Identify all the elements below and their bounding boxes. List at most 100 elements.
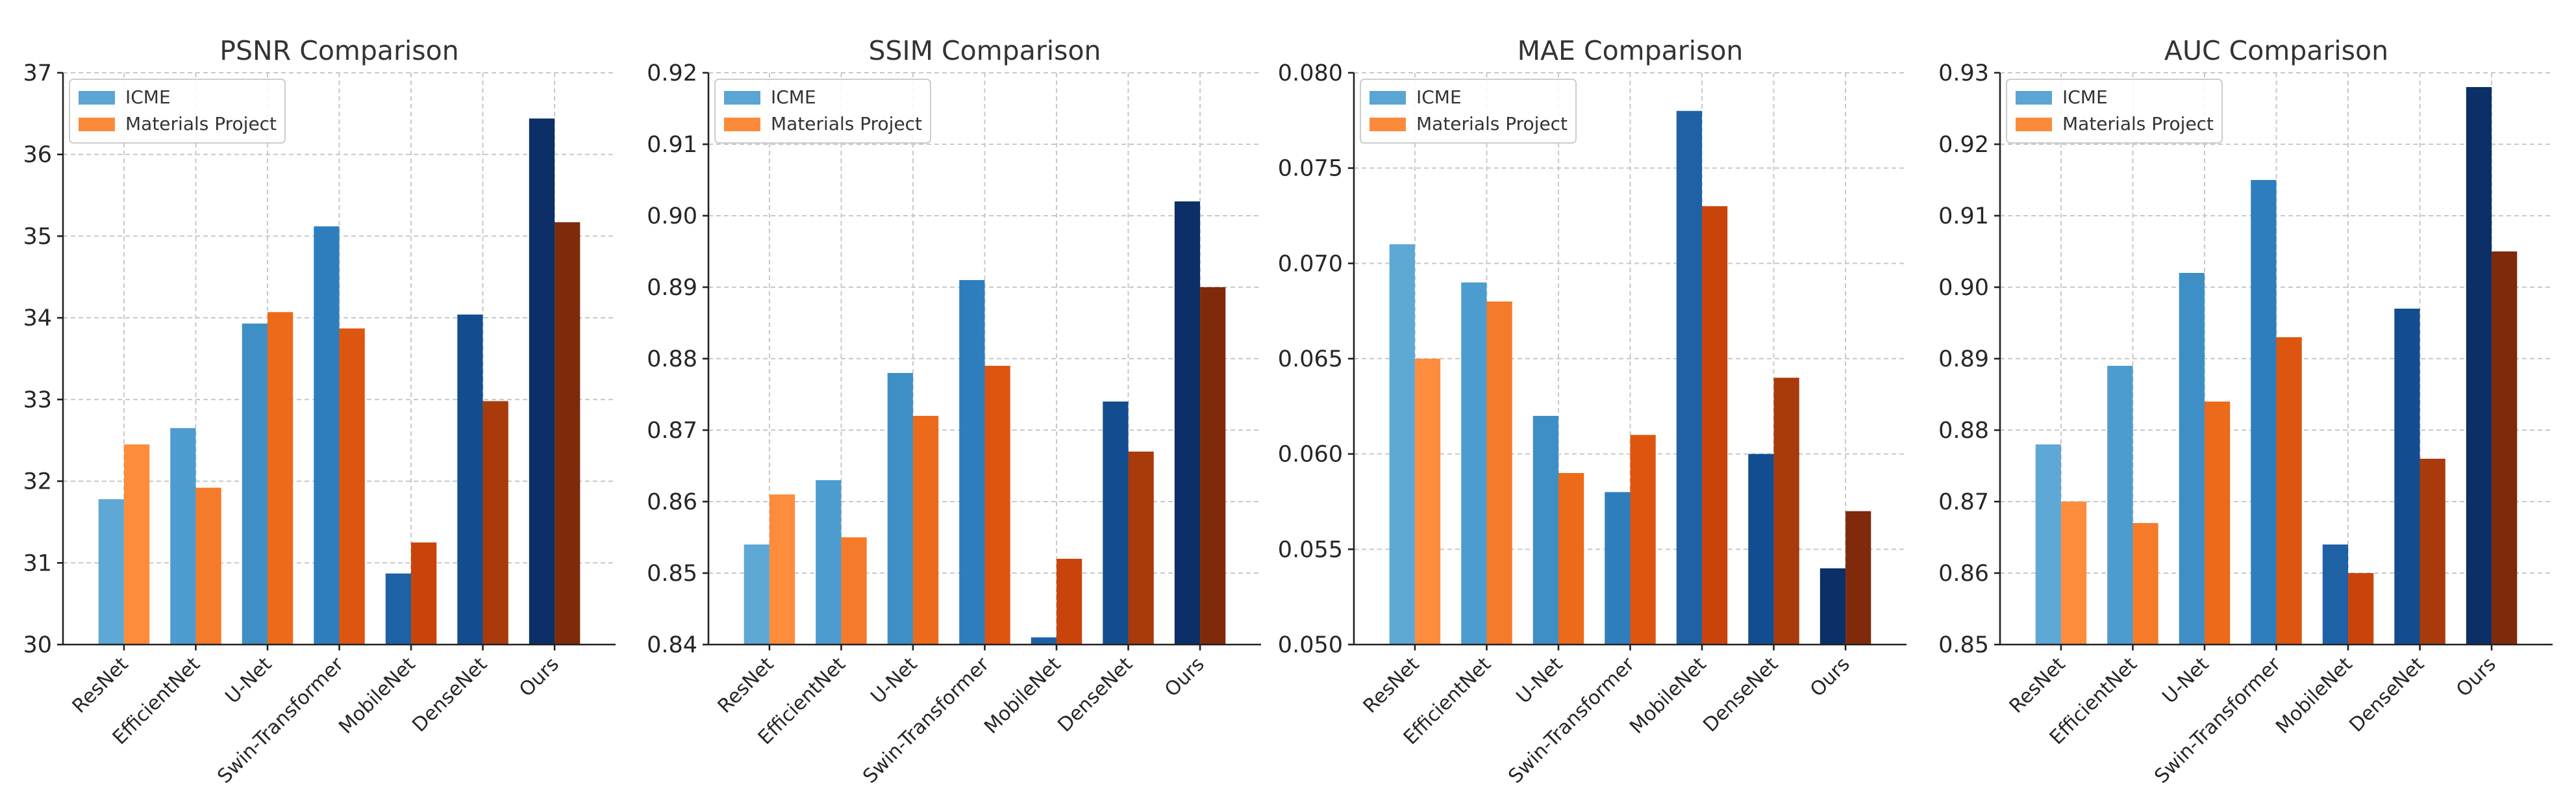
chart-mae-bar-icme-efficientnet xyxy=(1461,282,1487,645)
chart-mae-ytick-label-1: 0.055 xyxy=(1278,537,1343,563)
chart-auc-ytick-label-3: 0.88 xyxy=(1938,418,1989,444)
chart-psnr-xtick-label-ours: Ours xyxy=(515,653,564,702)
chart-mae-bar-materials-project-swin-transformer xyxy=(1630,435,1656,645)
chart-mae-ytick-label-6: 0.080 xyxy=(1278,60,1343,86)
chart-psnr-bar-icme-swin-transformer xyxy=(314,226,340,645)
chart-psnr-ytick-label-4: 34 xyxy=(23,305,52,331)
chart-psnr-bar-materials-project-ours xyxy=(555,222,581,645)
chart-auc-legend-label-icme: ICME xyxy=(2062,86,2108,108)
chart-auc-bar-materials-project-efficientnet xyxy=(2132,523,2158,645)
chart-auc-legend-frame xyxy=(2006,79,2223,144)
chart-psnr-legend: ICME Materials Project xyxy=(69,79,286,144)
chart-psnr-ytick-label-5: 35 xyxy=(23,224,52,250)
chart-ssim-bar-icme-densenet xyxy=(1103,402,1129,645)
chart-ssim-bar-icme-resnet xyxy=(744,544,769,645)
chart-auc-title: AUC Comparison xyxy=(2164,35,2388,66)
chart-auc-ytick-label-5: 0.90 xyxy=(1938,275,1989,301)
chart-auc-ytick-label-2: 0.87 xyxy=(1938,489,1989,515)
chart-auc-bar-materials-project-ours xyxy=(2492,251,2518,645)
chart-psnr-bar-materials-project-densenet xyxy=(482,401,508,645)
chart-mae-bar-icme-mobilenet xyxy=(1676,110,1703,645)
chart-ssim-bar-icme-mobilenet xyxy=(1031,637,1057,645)
chart-ssim-bar-icme-efficientnet xyxy=(816,480,842,645)
chart-psnr-xtick-label-densenet: DenseNet xyxy=(408,653,492,737)
chart-ssim-legend-label-materials-project: Materials Project xyxy=(771,113,922,134)
chart-psnr-ytick-label-7: 37 xyxy=(23,60,52,86)
chart-psnr-legend-label-materials-project: Materials Project xyxy=(125,113,277,134)
chart-auc-bar-materials-project-densenet xyxy=(2420,459,2445,645)
chart-auc-bar-icme-densenet xyxy=(2394,309,2420,645)
chart-auc-bar-icme-mobilenet xyxy=(2322,544,2349,645)
chart-psnr-ytick-label-1: 31 xyxy=(23,550,52,576)
chart-mae-ytick-label-3: 0.065 xyxy=(1278,346,1343,372)
chart-psnr-bar-materials-project-mobilenet xyxy=(411,542,437,645)
chart-ssim-ytick-label-3: 0.87 xyxy=(647,418,697,444)
chart-mae-ytick-label-4: 0.070 xyxy=(1278,251,1343,277)
chart-auc-xtick-label-swin-transformer: Swin-Transformer xyxy=(2150,652,2285,788)
chart-ssim-ytick-label-7: 0.91 xyxy=(647,132,697,158)
chart-auc-bar-icme-swin-transformer xyxy=(2251,180,2277,645)
chart-psnr-bar-icme-efficientnet xyxy=(170,428,196,645)
chart-auc-bar-icme-ours xyxy=(2466,87,2492,645)
chart-auc-bar-materials-project-resnet xyxy=(2060,502,2087,645)
chart-auc: 0.85 0.86 0.87 0.88 0.89 0.90 0.91 0.92 0.93 ResN… xyxy=(1938,35,2553,788)
chart-mae-bar-icme-u-net xyxy=(1532,416,1558,645)
chart-psnr-bar-materials-project-resnet xyxy=(123,444,150,645)
chart-ssim-legend: ICME Materials Project xyxy=(714,79,931,144)
chart-mae-bar-icme-swin-transformer xyxy=(1605,492,1631,645)
chart-psnr-bar-icme-u-net xyxy=(242,323,268,645)
chart-mae-xtick-label-resnet: ResNet xyxy=(1359,653,1424,718)
chart-ssim-xtick-label-resnet: ResNet xyxy=(714,653,779,718)
chart-mae-xtick-label-u-net: U-Net xyxy=(1512,653,1567,708)
chart-psnr-bar-icme-resnet xyxy=(98,499,124,645)
chart-psnr-bar-icme-mobilenet xyxy=(385,573,412,645)
chart-mae-bar-icme-resnet xyxy=(1389,244,1415,645)
chart-mae-ytick-label-5: 0.075 xyxy=(1278,156,1343,182)
chart-psnr-ytick-label-0: 30 xyxy=(23,632,52,658)
chart-mae-ytick-label-0: 0.050 xyxy=(1278,632,1343,658)
chart-mae-legend-label-icme: ICME xyxy=(1416,86,1462,108)
chart-mae-title: MAE Comparison xyxy=(1518,35,1744,66)
chart-ssim-legend-swatch-icme xyxy=(724,91,760,105)
chart-psnr-ytick-label-3: 33 xyxy=(23,387,52,413)
chart-ssim-legend-frame xyxy=(714,79,931,144)
chart-psnr-bar-materials-project-efficientnet xyxy=(195,487,221,645)
chart-ssim: 0.84 0.85 0.86 0.87 0.88 0.89 0.90 0.91 0.92 ResN… xyxy=(647,35,1261,788)
chart-auc-bar-materials-project-u-net xyxy=(2204,402,2231,645)
chart-auc-ytick-label-1: 0.86 xyxy=(1938,561,1989,587)
chart-psnr-legend-swatch-materials-project xyxy=(79,118,115,131)
chart-ssim-xtick-label-u-net: U-Net xyxy=(866,653,921,708)
chart-auc-bar-icme-efficientnet xyxy=(2107,366,2133,645)
chart-auc-ytick-label-0: 0.85 xyxy=(1938,632,1989,658)
chart-ssim-xtick-label-densenet: DenseNet xyxy=(1053,653,1137,737)
chart-psnr-ytick-label-2: 32 xyxy=(23,469,52,495)
chart-psnr-title: PSNR Comparison xyxy=(219,35,458,66)
chart-ssim-xtick-label-mobilenet: MobileNet xyxy=(980,653,1066,739)
chart-ssim-bar-materials-project-resnet xyxy=(769,494,795,645)
chart-ssim-bar-icme-ours xyxy=(1174,201,1201,645)
chart-mae-bar-materials-project-ours xyxy=(1845,511,1871,645)
chart-ssim-legend-label-icme: ICME xyxy=(771,86,816,108)
chart-auc-xtick-label-densenet: DenseNet xyxy=(2345,653,2429,737)
chart-mae-legend-swatch-materials-project xyxy=(1369,118,1406,131)
chart-psnr-bar-icme-densenet xyxy=(457,314,483,645)
chart-mae-legend-frame xyxy=(1360,79,1577,144)
chart-mae-bar-icme-densenet xyxy=(1748,454,1774,645)
chart-psnr-legend-swatch-icme xyxy=(79,91,115,105)
chart-auc-bar-materials-project-mobilenet xyxy=(2348,573,2374,645)
chart-psnr-xtick-label-resnet: ResNet xyxy=(68,653,133,718)
chart-ssim-bar-materials-project-mobilenet xyxy=(1057,559,1082,645)
chart-ssim-ytick-label-8: 0.92 xyxy=(647,60,697,86)
chart-mae-ytick-label-2: 0.060 xyxy=(1278,442,1343,468)
chart-auc-legend-swatch-materials-project xyxy=(2016,118,2052,131)
chart-mae-bar-icme-ours xyxy=(1819,568,1846,645)
chart-psnr-xtick-label-swin-transformer: Swin-Transformer xyxy=(213,652,348,788)
chart-mae-bar-materials-project-resnet xyxy=(1414,359,1441,645)
chart-mae-legend-label-materials-project: Materials Project xyxy=(1416,113,1568,134)
chart-psnr-ytick-label-6: 36 xyxy=(23,142,52,168)
chart-psnr-bar-materials-project-u-net xyxy=(267,312,294,645)
chart-ssim-ytick-label-1: 0.85 xyxy=(647,561,697,587)
chart-auc-xtick-label-ours: Ours xyxy=(2452,653,2501,702)
chart-ssim-ytick-label-6: 0.90 xyxy=(647,203,697,229)
